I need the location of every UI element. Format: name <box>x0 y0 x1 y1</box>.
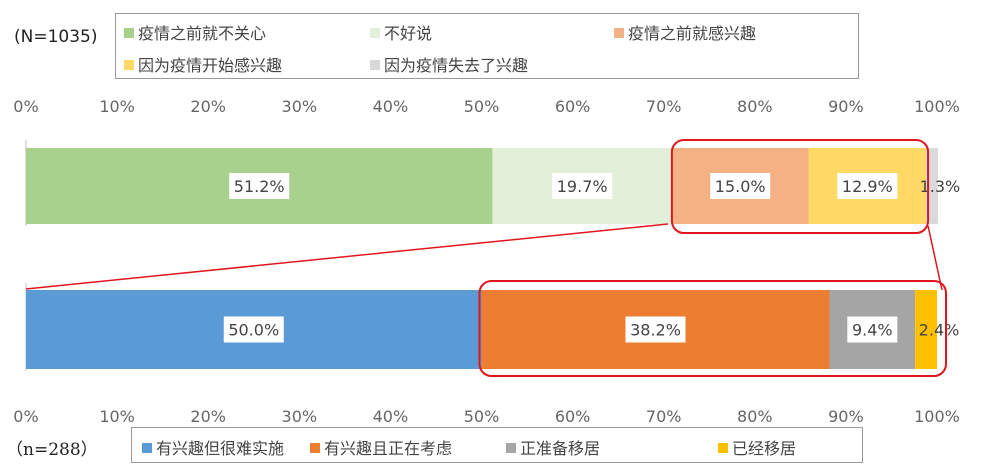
connector-line-left <box>25 223 668 290</box>
top-tick-label: 10% <box>99 97 135 116</box>
legend-label: 不好说 <box>384 24 433 43</box>
top-tick-label: 90% <box>828 97 864 116</box>
top-data-label-box <box>710 173 771 199</box>
top-tick-label: 70% <box>646 97 682 116</box>
bottom-data-label-box <box>223 316 284 343</box>
bottom-sample-size: （n=288） <box>6 440 98 460</box>
legend-swatch <box>614 28 624 38</box>
bottom-data-label-box <box>847 316 898 343</box>
top-data-label: 51.2% <box>234 177 285 196</box>
bottom-tick-label: 90% <box>828 407 864 426</box>
bottom-data-label: 2.4% <box>919 321 960 340</box>
legend-item-5: 因为疫情失去了兴趣 <box>370 52 528 76</box>
legend-swatch <box>506 443 516 453</box>
legend-item-3: 疫情之前就感兴趣 <box>614 20 756 44</box>
top-data-label: 1.3% <box>920 177 961 196</box>
top-tick-label: 40% <box>373 97 409 116</box>
top-tick-label: 20% <box>190 97 226 116</box>
bottom-tick-label: 100% <box>914 407 960 426</box>
legend-swatch <box>142 443 152 453</box>
bottom-tick-label: 40% <box>373 407 409 426</box>
bottom-highlight-box <box>478 280 947 377</box>
top-data-label-box <box>229 173 290 199</box>
bottom-tick-label: 30% <box>282 407 318 426</box>
bottom-data-label: 50.0% <box>228 321 279 340</box>
top-legend: 疫情之前就不关心 不好说 疫情之前就感兴趣 因为疫情开始感兴趣 因为疫情失去了兴… <box>115 13 859 79</box>
top-tick-label: 0% <box>13 97 38 116</box>
top-tick-label: 30% <box>282 97 318 116</box>
legend-item-4: 因为疫情开始感兴趣 <box>124 52 282 76</box>
top-tick-label: 50% <box>464 97 500 116</box>
legend-label: 因为疫情开始感兴趣 <box>138 56 283 75</box>
legend-swatch <box>370 28 380 38</box>
legend-label: 疫情之前就不关心 <box>138 24 267 43</box>
legend-item-2: 不好说 <box>370 20 432 44</box>
legend-label: 正准备移居 <box>520 439 601 458</box>
top-bar-segment <box>926 148 938 224</box>
legend-label: 有兴趣且正在考虑 <box>324 439 453 458</box>
legend-item-2: 有兴趣且正在考虑 <box>310 435 452 459</box>
bottom-tick-label: 10% <box>99 407 135 426</box>
legend-label: 已经移居 <box>732 439 797 458</box>
bottom-data-label: 9.4% <box>852 321 893 340</box>
legend-swatch <box>310 443 320 453</box>
top-data-label: 19.7% <box>557 177 608 196</box>
top-tick-label: 80% <box>737 97 773 116</box>
bottom-tick-label: 80% <box>737 407 773 426</box>
top-tick-label: 100% <box>914 97 960 116</box>
connector-line-right <box>927 225 943 291</box>
bottom-tick-label: 50% <box>464 407 500 426</box>
top-data-label: 12.9% <box>842 177 893 196</box>
legend-swatch <box>124 60 134 70</box>
legend-swatch <box>124 28 134 38</box>
top-tick-label: 60% <box>555 97 591 116</box>
legend-swatch <box>718 443 728 453</box>
legend-label: 疫情之前就感兴趣 <box>628 24 757 43</box>
bottom-legend: 有兴趣但很难实施 有兴趣且正在考虑 正准备移居 已经移居 <box>131 427 863 463</box>
bottom-data-label-box <box>625 316 686 343</box>
top-data-label-box <box>552 173 613 199</box>
legend-item-4: 已经移居 <box>718 435 796 459</box>
top-highlight-box <box>670 139 930 234</box>
bottom-tick-label: 20% <box>190 407 226 426</box>
bottom-tick-label: 60% <box>555 407 591 426</box>
top-data-label: 15.0% <box>715 177 766 196</box>
top-data-label-box <box>837 173 898 199</box>
legend-item-1: 有兴趣但很难实施 <box>142 435 284 459</box>
bottom-bar-segment <box>915 290 937 369</box>
bottom-data-label: 38.2% <box>630 321 681 340</box>
legend-label: 因为疫情失去了兴趣 <box>384 56 529 75</box>
top-sample-size: (N=1035) <box>14 27 98 47</box>
bottom-tick-label: 0% <box>13 407 38 426</box>
bottom-tick-label: 70% <box>646 407 682 426</box>
legend-swatch <box>370 60 380 70</box>
legend-item-1: 疫情之前就不关心 <box>124 20 266 44</box>
legend-label: 有兴趣但很难实施 <box>156 439 285 458</box>
legend-item-3: 正准备移居 <box>506 435 600 459</box>
